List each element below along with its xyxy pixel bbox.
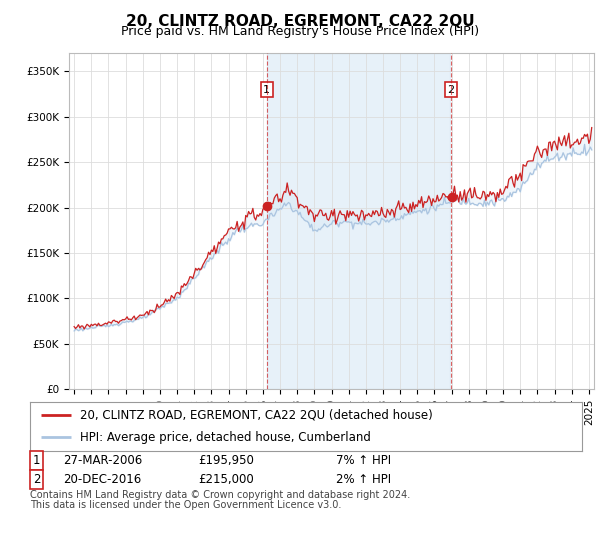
Text: 20-DEC-2016: 20-DEC-2016 xyxy=(63,473,141,487)
Text: 1: 1 xyxy=(33,454,41,467)
Text: £195,950: £195,950 xyxy=(198,454,254,467)
Text: £215,000: £215,000 xyxy=(198,473,254,487)
Text: Contains HM Land Registry data © Crown copyright and database right 2024.: Contains HM Land Registry data © Crown c… xyxy=(30,491,410,501)
Text: Price paid vs. HM Land Registry's House Price Index (HPI): Price paid vs. HM Land Registry's House … xyxy=(121,25,479,38)
Text: 2: 2 xyxy=(448,85,455,95)
Text: 2% ↑ HPI: 2% ↑ HPI xyxy=(336,473,391,487)
Text: 1: 1 xyxy=(263,85,271,95)
Text: 27-MAR-2006: 27-MAR-2006 xyxy=(63,454,142,467)
Text: This data is licensed under the Open Government Licence v3.0.: This data is licensed under the Open Gov… xyxy=(30,501,341,511)
Text: 20, CLINTZ ROAD, EGREMONT, CA22 2QU (detached house): 20, CLINTZ ROAD, EGREMONT, CA22 2QU (det… xyxy=(80,408,433,421)
Text: HPI: Average price, detached house, Cumberland: HPI: Average price, detached house, Cumb… xyxy=(80,431,371,444)
Text: 20, CLINTZ ROAD, EGREMONT, CA22 2QU: 20, CLINTZ ROAD, EGREMONT, CA22 2QU xyxy=(125,14,475,29)
Text: 2: 2 xyxy=(33,473,41,487)
Text: 7% ↑ HPI: 7% ↑ HPI xyxy=(336,454,391,467)
